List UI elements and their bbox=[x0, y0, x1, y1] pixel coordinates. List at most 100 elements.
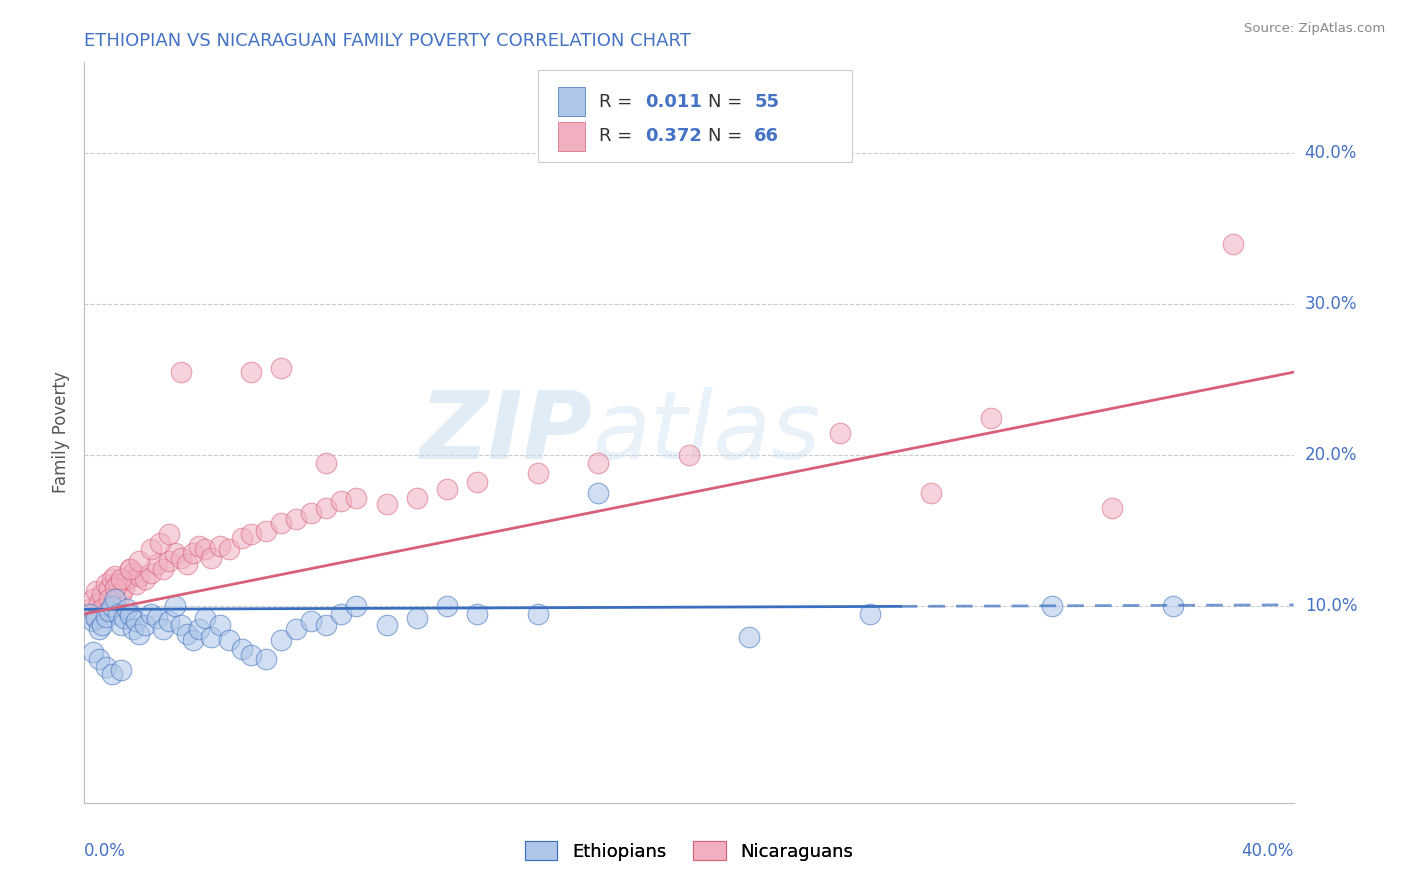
Point bbox=[209, 617, 232, 632]
Point bbox=[146, 557, 169, 571]
Point bbox=[115, 602, 138, 616]
Point bbox=[194, 541, 217, 556]
Point bbox=[89, 622, 111, 636]
Point bbox=[920, 486, 942, 500]
Point bbox=[980, 410, 1002, 425]
Point bbox=[1222, 236, 1244, 251]
Point bbox=[231, 641, 253, 656]
Legend: Ethiopians, Nicaraguans: Ethiopians, Nicaraguans bbox=[517, 834, 860, 868]
Point bbox=[157, 554, 180, 568]
Point bbox=[181, 632, 204, 647]
Text: 30.0%: 30.0% bbox=[1305, 295, 1357, 313]
Point bbox=[149, 536, 172, 550]
Point bbox=[104, 591, 127, 606]
Point bbox=[170, 551, 193, 566]
Point bbox=[152, 622, 174, 636]
Point bbox=[406, 491, 429, 505]
Point bbox=[436, 482, 458, 496]
Point bbox=[200, 551, 222, 566]
Text: 20.0%: 20.0% bbox=[1305, 446, 1357, 464]
Point bbox=[436, 599, 458, 614]
Point bbox=[110, 663, 132, 677]
Point bbox=[239, 365, 262, 379]
Point bbox=[270, 632, 292, 647]
Point bbox=[231, 532, 253, 546]
Point bbox=[181, 547, 204, 561]
Point bbox=[285, 622, 308, 636]
Point bbox=[100, 599, 122, 614]
Point bbox=[115, 572, 138, 586]
Point bbox=[139, 566, 162, 581]
Point bbox=[104, 581, 127, 595]
Point bbox=[128, 626, 150, 640]
Text: 55: 55 bbox=[754, 93, 779, 111]
Text: 0.0%: 0.0% bbox=[84, 842, 127, 860]
Point bbox=[146, 611, 169, 625]
Point bbox=[254, 524, 277, 538]
Point bbox=[1161, 599, 1184, 614]
Point bbox=[118, 561, 141, 575]
Point bbox=[118, 561, 141, 575]
Point bbox=[157, 615, 180, 629]
Point bbox=[128, 554, 150, 568]
Text: ZIP: ZIP bbox=[419, 386, 592, 479]
Point bbox=[152, 561, 174, 575]
Point bbox=[170, 617, 193, 632]
Point bbox=[315, 456, 337, 470]
Point bbox=[94, 660, 117, 674]
Text: ETHIOPIAN VS NICARAGUAN FAMILY POVERTY CORRELATION CHART: ETHIOPIAN VS NICARAGUAN FAMILY POVERTY C… bbox=[84, 32, 692, 50]
Point bbox=[200, 630, 222, 644]
Point bbox=[82, 615, 104, 629]
Text: 10.0%: 10.0% bbox=[1305, 598, 1357, 615]
Point bbox=[315, 501, 337, 516]
Point bbox=[157, 526, 180, 541]
Point bbox=[110, 572, 132, 586]
Point bbox=[299, 506, 322, 520]
Point bbox=[218, 541, 240, 556]
Point bbox=[188, 539, 211, 553]
Point bbox=[1101, 501, 1123, 516]
Point bbox=[89, 652, 111, 666]
Point bbox=[100, 572, 122, 586]
Point bbox=[121, 622, 143, 636]
Point bbox=[86, 584, 108, 599]
Point bbox=[165, 599, 187, 614]
Point bbox=[254, 652, 277, 666]
Text: 0.011: 0.011 bbox=[645, 93, 702, 111]
Text: 66: 66 bbox=[754, 128, 779, 145]
Point bbox=[79, 602, 101, 616]
Point bbox=[100, 667, 122, 681]
Point bbox=[738, 630, 761, 644]
Point bbox=[89, 596, 111, 610]
Point bbox=[588, 486, 610, 500]
Text: 0.372: 0.372 bbox=[645, 128, 702, 145]
Point bbox=[112, 581, 135, 595]
Point bbox=[176, 626, 198, 640]
Point bbox=[299, 615, 322, 629]
Point bbox=[285, 512, 308, 526]
Point bbox=[134, 572, 156, 586]
FancyBboxPatch shape bbox=[558, 87, 585, 117]
Text: R =: R = bbox=[599, 128, 638, 145]
Point bbox=[112, 611, 135, 625]
Point bbox=[107, 607, 129, 621]
Point bbox=[346, 491, 368, 505]
Point bbox=[86, 611, 108, 625]
Point bbox=[1040, 599, 1063, 614]
Point bbox=[239, 526, 262, 541]
Point bbox=[375, 497, 398, 511]
Point bbox=[91, 617, 114, 632]
Text: N =: N = bbox=[709, 128, 748, 145]
Text: 40.0%: 40.0% bbox=[1305, 145, 1357, 162]
Point bbox=[134, 617, 156, 632]
Text: R =: R = bbox=[599, 93, 638, 111]
Point bbox=[139, 541, 162, 556]
Point bbox=[121, 566, 143, 581]
Point bbox=[97, 604, 120, 618]
Point bbox=[406, 611, 429, 625]
Point bbox=[315, 617, 337, 632]
Point bbox=[94, 576, 117, 591]
Point bbox=[91, 587, 114, 601]
Text: atlas: atlas bbox=[592, 387, 821, 478]
Point bbox=[467, 607, 489, 621]
